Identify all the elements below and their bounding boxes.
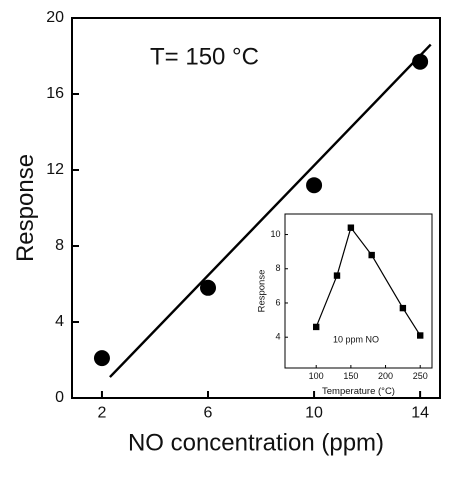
plot-frame [284,213,433,369]
x-tick-label: 2 [98,404,107,421]
point [333,272,341,279]
y-axis-title: Response [256,270,267,313]
line [315,226,421,336]
x-tick-label: 100 [309,371,324,381]
point [417,332,424,339]
y-tick-label: 4 [55,313,64,330]
point [200,279,217,296]
y-tick-label: 6 [275,297,280,307]
x-tick-label: 150 [343,371,358,381]
x-tick-label: 250 [413,371,428,381]
x-axis-title: Temperature (°C) [322,386,395,397]
y-axis-title: Response [12,154,39,262]
y-tick-label: 4 [275,332,280,342]
point [313,323,320,331]
y-tick-label: 10 [270,229,280,239]
y-tick-label: 8 [55,237,64,254]
y-tick-label: 0 [55,389,64,406]
point [306,177,323,194]
y-tick-label: 12 [46,161,64,178]
x-tick-label: 14 [411,404,429,421]
x-tick-label: 6 [204,404,213,421]
point [399,304,407,312]
x-tick-label: 10 [305,404,323,421]
point [368,251,375,259]
x-axis-title: NO concentration (ppm) [128,430,384,457]
point [93,350,110,367]
annotation: T= 150 °C [150,43,259,70]
point [347,224,355,231]
x-tick-label: 200 [378,371,393,381]
annotation: 10 ppm NO [333,334,379,344]
y-tick-label: 20 [46,9,64,26]
point [412,53,429,70]
y-tick-label: 16 [46,85,64,102]
line [109,43,432,378]
y-tick-label: 8 [275,263,280,273]
